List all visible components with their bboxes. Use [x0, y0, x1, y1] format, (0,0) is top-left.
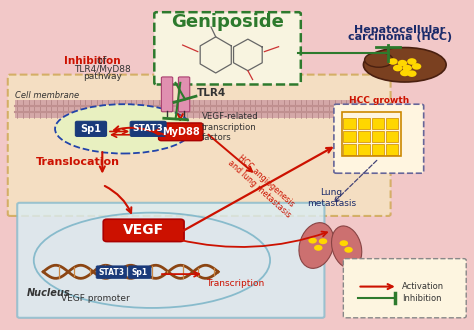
- Circle shape: [319, 238, 327, 244]
- FancyBboxPatch shape: [130, 121, 166, 136]
- Text: MyD88: MyD88: [162, 127, 200, 137]
- Ellipse shape: [331, 226, 362, 268]
- FancyBboxPatch shape: [75, 121, 107, 136]
- Text: of: of: [94, 56, 106, 66]
- Text: Cell membrane: Cell membrane: [15, 91, 79, 100]
- FancyBboxPatch shape: [158, 123, 203, 141]
- Circle shape: [398, 60, 407, 66]
- Circle shape: [344, 247, 353, 253]
- Text: Sp1: Sp1: [81, 124, 101, 134]
- Text: STAT3: STAT3: [98, 268, 124, 277]
- Circle shape: [402, 65, 412, 71]
- Bar: [372, 131, 384, 142]
- FancyBboxPatch shape: [161, 77, 173, 112]
- Bar: [357, 131, 370, 142]
- Ellipse shape: [299, 223, 334, 268]
- Bar: [386, 144, 398, 155]
- Text: Hepatocellular: Hepatocellular: [355, 25, 446, 35]
- Text: Inhibition: Inhibition: [64, 56, 121, 66]
- Text: VEGF: VEGF: [123, 223, 164, 237]
- FancyBboxPatch shape: [17, 203, 324, 318]
- Bar: [372, 144, 384, 155]
- Text: Transcription: Transcription: [206, 280, 264, 288]
- Bar: [372, 118, 384, 129]
- Ellipse shape: [364, 48, 446, 82]
- Ellipse shape: [365, 52, 393, 67]
- Bar: [357, 118, 370, 129]
- Bar: [15, 100, 360, 118]
- Bar: [343, 118, 356, 129]
- Circle shape: [314, 245, 322, 251]
- Text: HCC growth: HCC growth: [349, 96, 409, 105]
- Circle shape: [412, 63, 421, 70]
- Text: Translocation: Translocation: [36, 157, 120, 167]
- FancyBboxPatch shape: [334, 104, 424, 173]
- Text: VEGF-related
transcription
factors: VEGF-related transcription factors: [201, 112, 258, 142]
- Text: Nucleus: Nucleus: [27, 288, 70, 298]
- Text: carcinoma (HCC): carcinoma (HCC): [348, 32, 452, 43]
- Text: TLR4: TLR4: [197, 88, 226, 98]
- Bar: [343, 131, 356, 142]
- Text: VEGF promoter: VEGF promoter: [61, 294, 129, 303]
- FancyBboxPatch shape: [8, 75, 391, 216]
- Bar: [357, 144, 370, 155]
- FancyBboxPatch shape: [178, 77, 190, 112]
- Text: STAT3: STAT3: [133, 124, 164, 133]
- FancyBboxPatch shape: [343, 259, 466, 318]
- Circle shape: [393, 65, 402, 71]
- Circle shape: [407, 58, 417, 65]
- Circle shape: [309, 238, 317, 244]
- Bar: [386, 131, 398, 142]
- FancyBboxPatch shape: [96, 266, 127, 279]
- FancyBboxPatch shape: [128, 266, 151, 279]
- FancyBboxPatch shape: [155, 12, 301, 84]
- Bar: [343, 144, 356, 155]
- Text: pathway: pathway: [83, 72, 122, 81]
- Bar: [386, 118, 398, 129]
- Ellipse shape: [55, 104, 192, 153]
- Text: Sp1: Sp1: [132, 268, 148, 277]
- Text: Geniposide: Geniposide: [171, 13, 284, 31]
- Text: Lung
metastasis: Lung metastasis: [307, 188, 356, 208]
- Circle shape: [388, 58, 398, 65]
- Text: HCC angiogenesis
and lung metastasis: HCC angiogenesis and lung metastasis: [226, 150, 300, 219]
- Text: Inhibition: Inhibition: [402, 294, 442, 303]
- FancyBboxPatch shape: [103, 219, 184, 242]
- Circle shape: [400, 70, 410, 76]
- Bar: [342, 112, 401, 156]
- Circle shape: [407, 70, 417, 77]
- Text: TLR4/MyD88: TLR4/MyD88: [74, 65, 131, 74]
- Text: Activation: Activation: [402, 282, 445, 291]
- Circle shape: [339, 240, 348, 246]
